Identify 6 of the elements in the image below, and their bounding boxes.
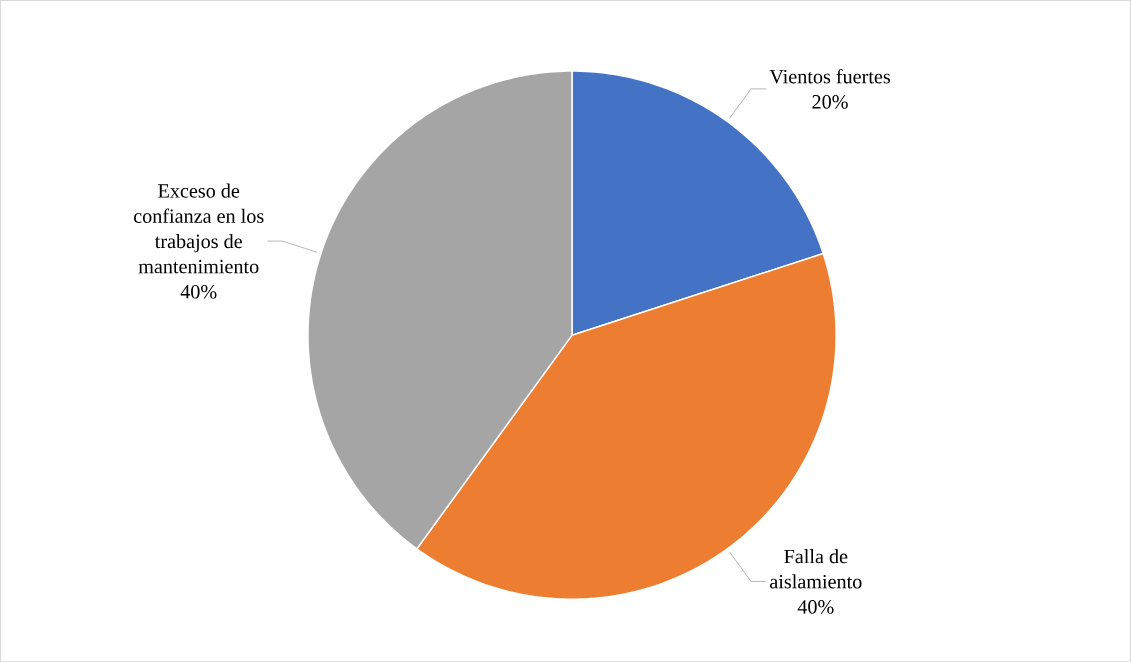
- slice-label: Exceso de confianza en los trabajos de mantenimiento: [133, 183, 264, 274]
- data-label: 40%: [180, 284, 217, 299]
- slice-label: Falla de aislamiento: [770, 548, 862, 589]
- slice-label: Vientos fuertes: [769, 68, 890, 84]
- data-label: 40%: [797, 599, 834, 614]
- data-label: 20%: [812, 94, 848, 109]
